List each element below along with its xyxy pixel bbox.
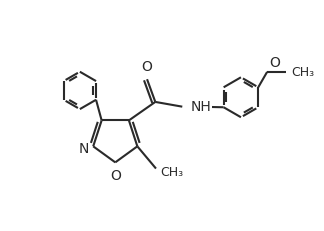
Text: O: O <box>110 168 121 182</box>
Text: N: N <box>79 141 89 155</box>
Text: CH₃: CH₃ <box>160 165 183 178</box>
Text: CH₃: CH₃ <box>291 66 314 79</box>
Text: O: O <box>142 60 153 74</box>
Text: NH: NH <box>190 100 211 113</box>
Text: O: O <box>270 56 281 70</box>
